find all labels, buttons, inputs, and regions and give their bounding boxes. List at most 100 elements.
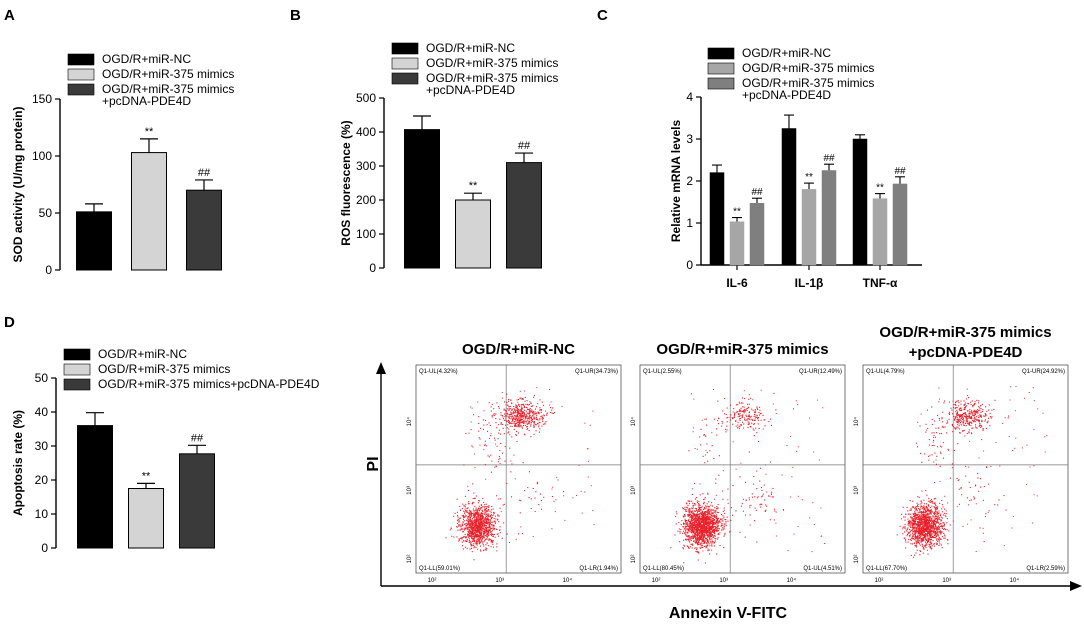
flow-event-dot <box>716 553 718 555</box>
flow-event-dot <box>710 515 712 517</box>
flow-event-dot <box>491 460 493 462</box>
flow-event-dot <box>466 540 468 542</box>
flow-event-dot <box>469 529 471 531</box>
flow-event-dot <box>694 513 696 515</box>
legend-swatch <box>67 53 95 66</box>
flow-event-dot <box>506 415 508 417</box>
flow-event-dot <box>935 527 937 529</box>
flow-event-dot <box>481 518 483 520</box>
flow-event-dot <box>934 531 936 533</box>
flow-event-dot <box>916 514 918 516</box>
flow-event-dot <box>712 526 714 528</box>
flow-event-dot <box>703 529 705 531</box>
flow-event-dot <box>922 540 924 542</box>
flow-event-dot <box>910 523 912 525</box>
flow-event-dot <box>773 508 775 510</box>
flow-event-dot <box>471 536 473 538</box>
flow-event-dot <box>488 506 490 508</box>
legend-label: +pcDNA-PDE4D <box>742 88 831 102</box>
flow-event-dot <box>934 498 936 500</box>
flow-event-dot <box>480 527 482 529</box>
flow-event-dot <box>931 517 933 519</box>
y-tick-label: 0 <box>45 263 52 277</box>
flow-event-dot <box>457 516 459 518</box>
flow-event-dot <box>490 539 492 541</box>
flow-event-dot <box>492 414 494 416</box>
flow-event-dot <box>711 529 713 531</box>
flow-event-dot <box>709 508 711 510</box>
flow-event-dot <box>715 517 717 519</box>
flow-event-dot <box>479 515 481 517</box>
flow-event-dot <box>697 538 699 540</box>
flow-event-dot <box>521 413 523 415</box>
flow-event-dot <box>904 523 906 525</box>
flow-event-dot <box>496 529 498 531</box>
flow-event-dot <box>453 536 455 538</box>
flow-event-dot <box>483 530 485 532</box>
flow-event-dot <box>511 409 513 411</box>
flow-event-dot <box>486 538 488 540</box>
flow-event-dot <box>693 529 695 531</box>
flow-event-dot <box>716 521 718 523</box>
flow-event-dot <box>699 524 701 526</box>
flow-event-dot <box>484 510 486 512</box>
flow-event-dot <box>693 526 695 528</box>
flow-event-dot <box>745 409 747 411</box>
flow-event-dot <box>697 542 699 544</box>
flow-event-dot <box>467 520 469 522</box>
flow-event-dot <box>498 535 500 537</box>
flow-event-dot <box>722 470 724 472</box>
flow-event-dot <box>709 534 711 536</box>
flow-event-dot <box>701 507 703 509</box>
flow-event-dot <box>917 515 919 517</box>
flow-event-dot <box>723 509 725 511</box>
flow-event-dot <box>702 541 704 543</box>
flow-event-dot <box>468 542 470 544</box>
flow-event-dot <box>532 412 534 414</box>
flow-event-dot <box>813 524 815 525</box>
flow-event-dot <box>711 540 713 542</box>
flow-event-dot <box>695 522 697 524</box>
flow-event-dot <box>722 515 724 517</box>
flow-event-dot <box>515 418 516 420</box>
flow-event-dot <box>685 521 687 523</box>
flow-event-dot <box>543 496 545 498</box>
flow-event-dot <box>922 533 924 535</box>
flow-event-dot <box>493 534 495 536</box>
flow-event-dot <box>525 403 527 405</box>
flow-event-dot <box>733 408 735 410</box>
flow-event-dot <box>912 513 914 515</box>
flow-event-dot <box>720 525 722 527</box>
flow-event-dot <box>466 524 468 526</box>
flow-event-dot <box>474 520 476 522</box>
flow-event-dot <box>516 407 518 409</box>
flow-event-dot <box>706 510 708 512</box>
flow-event-dot <box>474 527 476 529</box>
flow-event-dot <box>934 503 936 505</box>
flow-event-dot <box>680 529 682 531</box>
flow-event-dot <box>466 510 468 512</box>
flow-event-dot <box>703 501 705 503</box>
flow-event-dot <box>498 498 500 500</box>
flow-event-dot <box>717 530 719 532</box>
flow-event-dot <box>698 535 700 537</box>
flow-event-dot <box>528 423 530 425</box>
flow-event-dot <box>926 522 928 524</box>
flow-event-dot <box>539 428 541 430</box>
y-tick-label: 3 <box>686 132 693 146</box>
flow-event-dot <box>499 457 501 459</box>
flow-event-dot <box>936 520 938 522</box>
flow-event-dot <box>461 515 463 517</box>
quadrant-label-ul: Q1-UL(4.79%) <box>866 369 905 375</box>
flow-event-dot <box>693 512 695 514</box>
flow-event-dot <box>742 414 744 416</box>
flow-event-dot <box>478 500 480 502</box>
flow-event-dot <box>701 539 703 541</box>
flow-event-dot <box>753 476 755 478</box>
flow-event-dot <box>925 534 927 536</box>
flow-event-dot <box>927 527 929 529</box>
flow-event-dot <box>930 520 932 522</box>
flow-event-dot <box>683 528 685 530</box>
flow-event-dot <box>527 487 529 489</box>
flow-event-dot <box>693 535 695 537</box>
